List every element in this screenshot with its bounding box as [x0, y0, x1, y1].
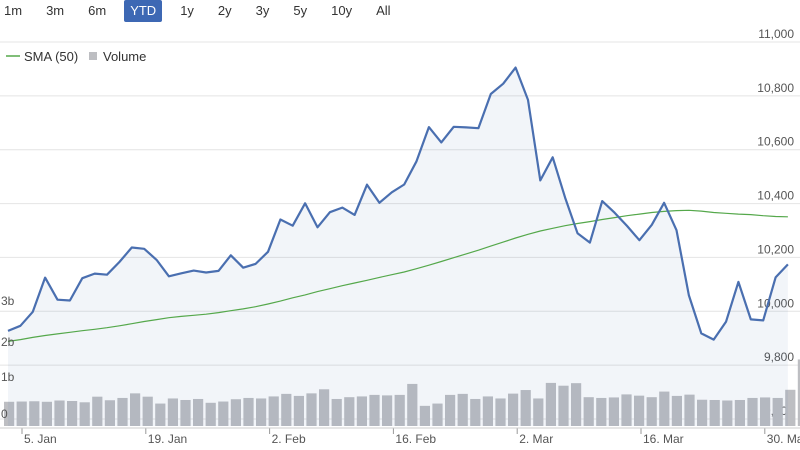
- volume-bar: [382, 395, 393, 426]
- volume-bar: [596, 397, 607, 426]
- volume-bar: [734, 399, 745, 426]
- volume-bar: [41, 401, 52, 426]
- range-button-ytd[interactable]: YTD: [124, 0, 163, 22]
- volume-bar: [722, 400, 733, 426]
- volume-bar: [482, 396, 493, 426]
- volume-bar: [583, 397, 594, 426]
- volume-bar: [646, 397, 657, 426]
- range-button-3y[interactable]: 3y: [255, 3, 270, 18]
- volume-bar: [621, 394, 632, 426]
- volume-bar: [671, 395, 682, 426]
- x-axis-label: 19. Jan: [148, 432, 187, 446]
- volume-axis-label: 1b: [1, 370, 15, 384]
- volume-bar: [772, 397, 783, 426]
- volume-bar: [533, 398, 544, 426]
- volume-bar: [331, 398, 342, 426]
- range-button-1m[interactable]: 1m: [4, 3, 23, 18]
- price-axis-label: 10,600: [757, 135, 794, 149]
- volume-bar: [4, 401, 15, 426]
- range-button-1y[interactable]: 1y: [180, 3, 194, 18]
- range-selector: 1m 3m 6m YTD 1y 2y 3y 5y 10y All: [0, 0, 409, 22]
- volume-axis-label: 0: [1, 407, 8, 421]
- volume-bar: [508, 393, 519, 426]
- volume-bar: [218, 401, 229, 426]
- volume-bar: [445, 394, 456, 426]
- volume-bar: [180, 399, 191, 426]
- range-button-10y[interactable]: 10y: [331, 3, 353, 18]
- volume-bar: [79, 402, 90, 426]
- range-button-3m[interactable]: 3m: [46, 3, 65, 18]
- volume-bar: [419, 405, 430, 426]
- volume-bar: [495, 398, 506, 426]
- volume-bar: [167, 398, 178, 426]
- volume-bar: [67, 401, 78, 426]
- volume-bar: [230, 399, 241, 426]
- sma-legend-label[interactable]: SMA (50): [24, 49, 78, 64]
- volume-bar: [306, 393, 317, 426]
- x-axis-label: 30. Mar: [767, 432, 800, 446]
- volume-bar: [281, 393, 292, 426]
- price-line: [7, 66, 789, 341]
- volume-bar: [92, 396, 103, 426]
- volume-bar: [205, 402, 216, 426]
- range-button-5y[interactable]: 5y: [293, 3, 308, 18]
- volume-bar: [142, 396, 153, 426]
- volume-bar: [520, 390, 531, 426]
- volume-bar: [659, 391, 670, 426]
- volume-bar: [54, 400, 65, 426]
- volume-bar: [155, 403, 166, 426]
- volume-bar: [407, 383, 418, 426]
- volume-bar: [369, 394, 380, 426]
- volume-bar: [130, 393, 141, 426]
- price-axis-label: 9,800: [764, 350, 794, 364]
- volume-bar: [319, 389, 330, 426]
- volume-bar: [293, 395, 304, 426]
- x-axis-label: 16. Mar: [643, 432, 684, 446]
- price-area: [8, 67, 788, 426]
- volume-bar: [457, 393, 468, 426]
- volume-bar: [104, 400, 115, 426]
- volume-bar: [697, 399, 708, 426]
- volume-bar: [356, 396, 367, 426]
- range-button-2y[interactable]: 2y: [217, 3, 232, 18]
- price-axis-label: 10,400: [757, 189, 794, 203]
- volume-bar: [608, 397, 619, 426]
- volume-bar: [747, 397, 758, 426]
- volume-bar: [558, 385, 569, 426]
- volume-bar: [344, 397, 355, 426]
- price-axis-label: 10,200: [757, 242, 794, 256]
- x-axis-label: 16. Feb: [395, 432, 436, 446]
- volume-bar: [16, 401, 27, 426]
- volume-bar: [709, 399, 720, 426]
- volume-bar: [432, 403, 443, 426]
- volume-bar: [785, 389, 796, 426]
- price-axis-label: 10,800: [757, 81, 794, 95]
- volume-bar: [470, 398, 481, 426]
- x-axis-label: 5. Jan: [24, 432, 57, 446]
- volume-bar: [634, 395, 645, 426]
- volume-axis-label: 2b: [1, 335, 15, 349]
- volume-bar: [797, 359, 800, 426]
- volume-bar: [394, 394, 405, 426]
- volume-bar: [29, 401, 40, 426]
- range-button-6m[interactable]: 6m: [88, 3, 107, 18]
- volume-legend-marker: [89, 52, 97, 60]
- price-axis-label: 11,000: [758, 27, 794, 41]
- volume-axis-label: 3b: [1, 294, 15, 308]
- volume-bar: [117, 397, 128, 426]
- volume-bar: [243, 397, 254, 426]
- volume-bar: [268, 396, 279, 426]
- volume-bar: [571, 383, 582, 426]
- x-axis-label: 2. Mar: [519, 432, 553, 446]
- volume-bar: [684, 394, 695, 426]
- volume-bar: [760, 397, 771, 426]
- range-button-all[interactable]: All: [376, 3, 391, 18]
- volume-bar: [256, 398, 267, 426]
- volume-legend-label[interactable]: Volume: [103, 49, 146, 64]
- volume-bar: [545, 382, 556, 426]
- volume-bar: [193, 398, 204, 426]
- x-axis-label: 2. Feb: [272, 432, 306, 446]
